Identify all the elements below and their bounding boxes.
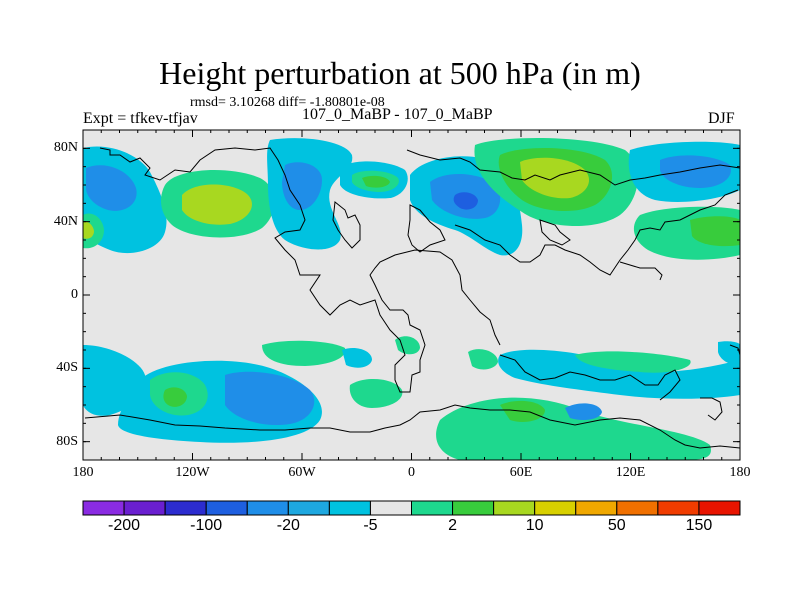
contour-region <box>362 175 390 188</box>
colorbar-label: 150 <box>685 517 713 534</box>
colorbar-box <box>698 500 741 516</box>
colorbar-box <box>205 500 248 516</box>
x-tick-label: 120W <box>175 465 210 480</box>
coastline <box>499 354 681 401</box>
y-tick-marks <box>83 129 740 461</box>
x-tick-label: 60E <box>509 465 533 480</box>
coastline <box>407 204 446 253</box>
contour-region <box>225 371 315 426</box>
contour-region <box>498 349 740 399</box>
contour-region <box>575 351 691 373</box>
coastline <box>539 219 571 246</box>
coastline <box>99 147 501 393</box>
x-tick-label: 60W <box>288 465 316 480</box>
colorbar-box <box>287 500 330 516</box>
colorbar-box <box>411 500 454 516</box>
contour-region <box>660 155 731 188</box>
contour-region <box>163 387 187 407</box>
colorbar-label: 50 <box>607 517 626 534</box>
contour-region <box>690 216 740 247</box>
x-tick-marks <box>82 130 741 460</box>
y-tick-label: 0 <box>71 287 78 302</box>
colorbar-box <box>575 500 618 516</box>
contour-region <box>86 165 137 211</box>
contour-region <box>453 192 478 210</box>
coastline <box>700 397 723 421</box>
colorbar-box <box>369 500 412 516</box>
colorbar-box <box>616 500 659 516</box>
contour-region <box>342 348 372 368</box>
map-title: Height perturbation at 500 hPa (in m) <box>159 55 641 91</box>
contour-region <box>436 397 711 460</box>
contour-region <box>395 336 420 355</box>
colorbar-box <box>164 500 207 516</box>
y-tick-label: 40N <box>53 213 78 229</box>
x-tick-label: 180 <box>72 465 94 480</box>
contour-fill-layer <box>83 138 740 460</box>
contour-region <box>349 378 403 408</box>
colorbar-label: -100 <box>190 517 223 534</box>
colorbar-box <box>657 500 700 516</box>
coastline <box>84 404 740 449</box>
y-tick-label: 80N <box>53 140 78 156</box>
experiment-label: Expt = tfkev-tfjav <box>83 110 198 127</box>
colorbar-label: 2 <box>448 517 458 534</box>
coastline <box>729 344 740 356</box>
coastline <box>454 189 739 276</box>
y-tick-label: 40S <box>56 360 78 376</box>
x-tick-label: 120E <box>615 465 646 480</box>
coastline-layer <box>84 147 740 449</box>
colorbar-box <box>246 500 289 516</box>
contour-region <box>468 349 498 370</box>
colorbar-box <box>452 500 495 516</box>
x-tick-label: 0 <box>408 465 415 480</box>
rmsd-stats: rmsd= 3.10268 diff= -1.80801e-08 <box>190 95 385 110</box>
colorbar-label: -5 <box>363 517 378 534</box>
colorbar-label: -200 <box>108 517 141 534</box>
colorbar-box <box>82 500 125 516</box>
contour-region <box>262 340 346 366</box>
contour-region <box>83 221 94 239</box>
colorbar <box>82 500 741 516</box>
x-tick-label: 180 <box>729 465 751 480</box>
y-tick-label: 80S <box>56 433 78 449</box>
case-label: 107_0_MaBP - 107_0_MaBP <box>302 106 493 123</box>
contour-region <box>282 162 322 210</box>
contour-region <box>565 403 602 420</box>
colorbar-box <box>534 500 577 516</box>
colorbar-box <box>123 500 166 516</box>
colorbar-box <box>493 500 536 516</box>
coastline <box>332 201 361 249</box>
colorbar-label: 10 <box>525 517 544 534</box>
coastline <box>619 261 663 281</box>
colorbar-box <box>328 500 371 516</box>
colorbar-label: -20 <box>276 517 300 534</box>
contour-region <box>182 184 252 225</box>
coastline <box>406 149 740 186</box>
season-label: DJF <box>708 110 735 127</box>
